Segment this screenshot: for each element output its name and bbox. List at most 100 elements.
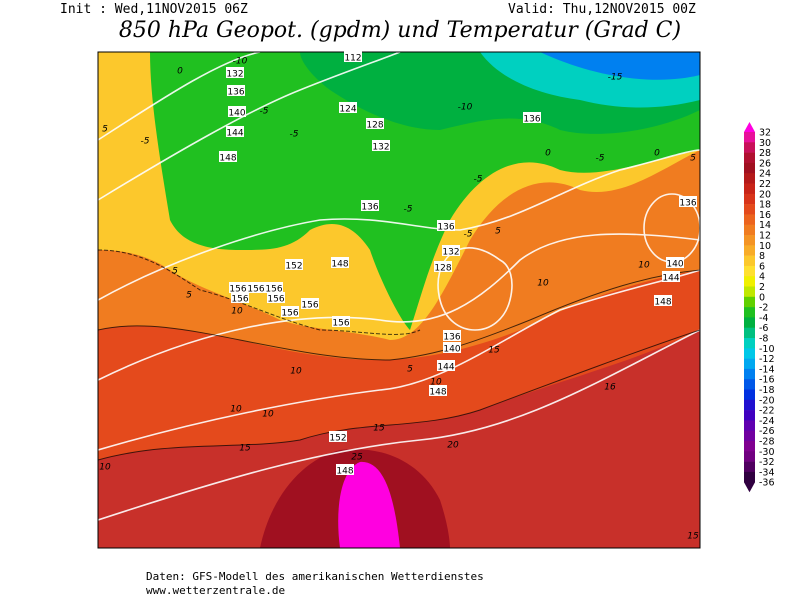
- colorbar-segment: [744, 245, 755, 256]
- label-box: [429, 385, 447, 396]
- geopotential-label: 136: [227, 88, 244, 98]
- label-box: [229, 282, 247, 293]
- geopotential-label: 128: [366, 121, 383, 131]
- temperature-label: -5: [404, 205, 413, 215]
- colorbar-label: 26: [759, 158, 771, 169]
- temperature-field: [98, 52, 700, 548]
- temperature-label: -15: [608, 73, 623, 83]
- geopotential-label: 136: [443, 333, 460, 343]
- label-box: [679, 196, 697, 207]
- colorbar-segment: [744, 193, 755, 205]
- colorbar-segment: [744, 399, 755, 411]
- colorbar-label: 32: [759, 128, 771, 139]
- geopotential-label: 132: [372, 143, 389, 153]
- colorbar-segment: [744, 461, 755, 473]
- label-box: [434, 261, 452, 272]
- colorbar-segment: [744, 358, 755, 370]
- colorbar-segment: [744, 276, 755, 287]
- temperature-label: 5: [172, 267, 178, 277]
- geopotential-label: 156: [265, 285, 282, 295]
- colorbar-label: -14: [759, 364, 775, 375]
- geopotential-label: 152: [285, 262, 302, 272]
- colorbar-label: 4: [759, 272, 765, 283]
- label-box: [329, 431, 347, 442]
- temperature-label: 0: [177, 67, 183, 77]
- temperature-label: -5: [290, 130, 299, 140]
- colorbar-label: 12: [759, 231, 771, 242]
- label-box: [265, 282, 283, 293]
- geopotential-label: 156: [267, 295, 284, 305]
- colorbar-label: 0: [759, 292, 765, 303]
- temperature-label: -10: [458, 103, 473, 113]
- label-box: [339, 102, 357, 113]
- label-box: [336, 464, 354, 475]
- label-box: [666, 257, 684, 268]
- geopotential-label: 140: [228, 109, 245, 119]
- label-box: [267, 292, 285, 303]
- temperature-label: -10: [233, 57, 248, 67]
- colorbar-label: -18: [759, 385, 775, 396]
- colorbar-label: -2: [759, 303, 768, 314]
- label-box: [437, 360, 455, 371]
- temperature-label: 0: [654, 149, 660, 159]
- colorbar-label: 16: [759, 210, 771, 221]
- geopotential-label: 152: [329, 434, 346, 444]
- colorbar-segment: [744, 338, 755, 349]
- colorbar-label: -24: [759, 416, 775, 427]
- label-box: [332, 316, 350, 327]
- init-time: Init : Wed,11NOV2015 06Z: [60, 2, 248, 17]
- label-box: [366, 118, 384, 129]
- geopotential-label: 156: [332, 319, 349, 329]
- temperature-label: 10: [430, 378, 442, 388]
- label-box: [443, 342, 461, 353]
- colorbar-segment: [744, 441, 755, 452]
- geopotential-label: 132: [226, 70, 243, 80]
- colorbar-label: -20: [759, 395, 775, 406]
- temperature-label: 0: [545, 149, 551, 159]
- temperature-label: -5: [474, 175, 483, 185]
- label-box: [654, 295, 672, 306]
- label-box: [226, 67, 244, 78]
- colorbar-label: 10: [759, 241, 771, 252]
- colorbar-arrow-top: [744, 122, 755, 132]
- colorbar-segment: [744, 420, 755, 431]
- geopotential-label: 144: [226, 129, 243, 139]
- colorbar-label: 20: [759, 189, 771, 200]
- geopotential-label: 128: [434, 264, 451, 274]
- geopotential-label: 144: [437, 363, 454, 373]
- geopotential-label: 136: [437, 223, 454, 233]
- temperature-label: 10: [231, 307, 243, 317]
- data-source: Daten: GFS-Modell des amerikanischen Wet…: [146, 570, 484, 583]
- colorbar-label: 22: [759, 179, 771, 190]
- colorbar-segment: [744, 307, 755, 318]
- geopotential-label: 148: [336, 467, 353, 477]
- geopotential-label: 144: [662, 274, 679, 284]
- colorbar-segment: [744, 410, 755, 421]
- colorbar-label: -12: [759, 354, 775, 365]
- temperature-label: 10: [537, 279, 549, 289]
- colorbar-label: 6: [759, 261, 765, 272]
- colorbar-segment: [744, 173, 755, 184]
- temperature-label: 10: [638, 261, 650, 271]
- colorbar-segment: [744, 204, 755, 215]
- colorbar-label: -26: [759, 426, 775, 437]
- label-box: [443, 330, 461, 341]
- map-title: 850 hPa Geopot. (gpdm) und Temperatur (G…: [118, 18, 682, 43]
- label-box: [523, 112, 541, 123]
- colorbar-label: -30: [759, 447, 775, 458]
- colorbar-segment: [744, 142, 755, 153]
- colorbar-arrow-bottom: [744, 482, 755, 493]
- label-box: [228, 106, 246, 117]
- label-box: [301, 298, 319, 309]
- temperature-label: 15: [687, 532, 699, 542]
- geopotential-label: 148: [429, 388, 446, 398]
- colorbar-segment: [744, 327, 755, 339]
- colorbar-segment: [744, 317, 755, 328]
- colorbar-segment: [744, 265, 755, 277]
- colorbar-segment: [744, 152, 755, 164]
- geopotential-label: 156: [229, 285, 246, 295]
- geopotential-label: 136: [679, 199, 696, 209]
- colorbar-label: 2: [759, 282, 765, 293]
